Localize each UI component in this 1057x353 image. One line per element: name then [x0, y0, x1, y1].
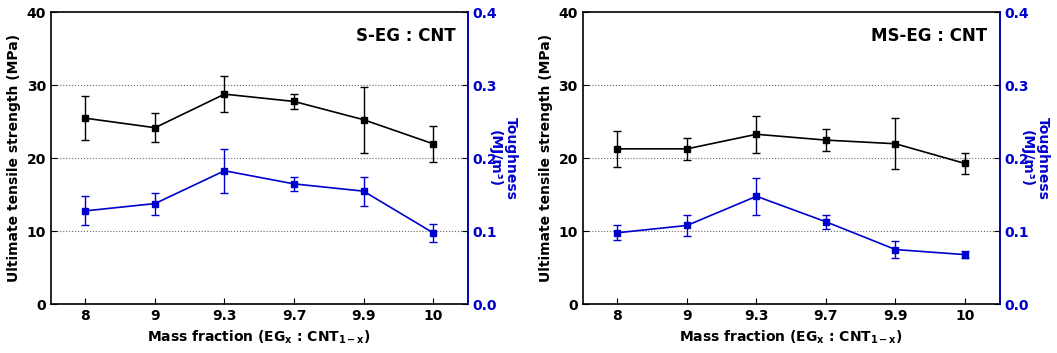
Y-axis label: Ultimate tensile strength (MPa): Ultimate tensile strength (MPa): [539, 34, 553, 282]
Y-axis label: Ultimate tensile strength (MPa): Ultimate tensile strength (MPa): [7, 34, 21, 282]
X-axis label: Mass fraction ($\mathbf{EG_x}$ : $\mathbf{CNT_{1-x}}$): Mass fraction ($\mathbf{EG_x}$ : $\mathb…: [147, 329, 371, 346]
Y-axis label: Toughness
(MJ/m³): Toughness (MJ/m³): [488, 117, 518, 200]
Y-axis label: Toughness
(MJ/m³): Toughness (MJ/m³): [1020, 117, 1050, 200]
X-axis label: Mass fraction ($\mathbf{EG_x}$ : $\mathbf{CNT_{1-x}}$): Mass fraction ($\mathbf{EG_x}$ : $\mathb…: [680, 329, 903, 346]
Text: MS-EG : CNT: MS-EG : CNT: [871, 27, 987, 45]
Text: S-EG : CNT: S-EG : CNT: [355, 27, 456, 45]
